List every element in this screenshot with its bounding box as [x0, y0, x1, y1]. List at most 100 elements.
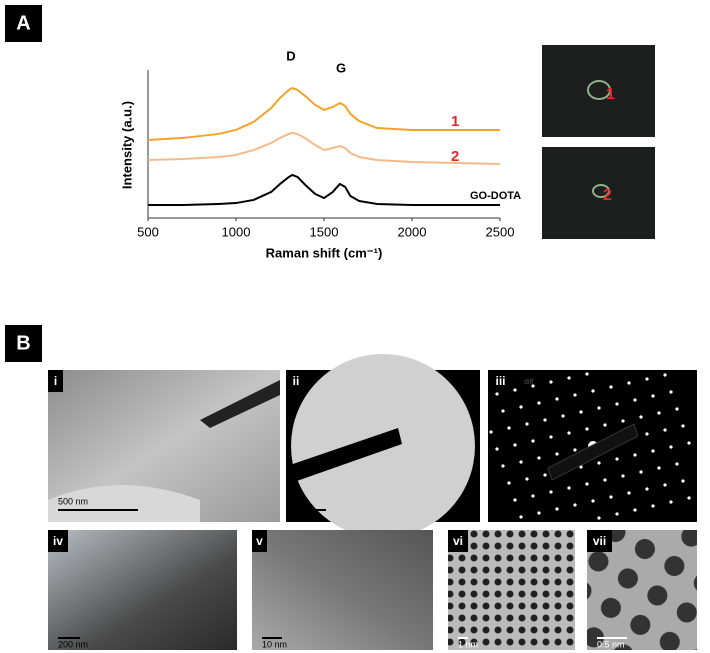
x-tick-label: 1000	[222, 224, 251, 239]
x-tick-label: 2500	[486, 224, 515, 239]
spot	[507, 481, 511, 485]
inset-image	[542, 45, 655, 137]
inset-image	[542, 147, 655, 239]
spot	[495, 392, 499, 396]
spectrum	[147, 132, 501, 165]
spot	[549, 435, 553, 439]
spot	[519, 405, 523, 409]
spot	[555, 507, 559, 511]
image-label: v	[256, 534, 263, 548]
spot	[645, 432, 649, 436]
image-label: i	[54, 374, 57, 388]
panel-label: B	[16, 332, 30, 354]
scale-label: 1 nm	[458, 639, 478, 649]
spectrum	[148, 173, 500, 206]
spot	[549, 490, 553, 494]
spot	[633, 508, 637, 512]
spot	[531, 384, 535, 388]
spot	[675, 407, 679, 411]
spot	[513, 443, 517, 447]
spot	[687, 496, 691, 500]
spot	[537, 456, 541, 460]
spot	[639, 470, 643, 474]
spot	[537, 401, 541, 405]
spot	[489, 430, 493, 434]
spot	[615, 402, 619, 406]
spot	[537, 511, 541, 515]
region	[48, 485, 200, 522]
spot	[501, 464, 505, 468]
hrtem-image	[448, 530, 575, 650]
spot	[615, 512, 619, 516]
series-label: 2	[451, 148, 459, 165]
spot	[669, 445, 673, 449]
spot	[591, 389, 595, 393]
spot	[531, 494, 535, 498]
flake	[587, 80, 611, 100]
spot	[513, 388, 517, 392]
spot	[495, 447, 499, 451]
x-tick-label: 1500	[310, 224, 339, 239]
image-label: vi	[453, 534, 463, 548]
spot	[561, 414, 565, 418]
spot	[501, 409, 505, 413]
spot	[585, 482, 589, 486]
spot	[531, 439, 535, 443]
label-box	[488, 370, 513, 392]
spot	[579, 465, 583, 469]
spot	[651, 504, 655, 508]
image-label: vii	[593, 534, 606, 548]
spot	[555, 452, 559, 456]
spot	[639, 415, 643, 419]
spot	[573, 448, 577, 452]
label-box	[252, 530, 267, 552]
inset-label: 1	[606, 86, 615, 103]
spot	[519, 460, 523, 464]
spot	[615, 457, 619, 461]
image-note: diff	[524, 379, 533, 386]
series-label: GO-DOTA	[470, 190, 521, 202]
spot	[657, 411, 661, 415]
spot	[519, 515, 523, 519]
label-box	[286, 370, 306, 392]
shadow	[200, 380, 280, 428]
spot	[657, 466, 661, 470]
spot	[663, 483, 667, 487]
spot	[681, 479, 685, 483]
inset-label: 2	[603, 187, 612, 204]
spot	[645, 487, 649, 491]
image-label: iv	[53, 534, 63, 548]
panel-label: A	[16, 12, 30, 34]
spot	[675, 462, 679, 466]
spot	[609, 495, 613, 499]
scale-label: 500 nm	[58, 496, 88, 506]
spot	[573, 393, 577, 397]
spot	[555, 397, 559, 401]
spot	[651, 394, 655, 398]
beam-stop	[290, 428, 402, 482]
spot	[585, 372, 589, 376]
panel-box	[5, 5, 42, 42]
spot	[681, 424, 685, 428]
y-axis-label: Intensity (a.u.)	[119, 101, 134, 189]
series-label: 1	[451, 113, 459, 130]
spot	[669, 500, 673, 504]
spot	[597, 461, 601, 465]
tem-image	[48, 530, 237, 650]
spot	[573, 503, 577, 507]
x-tick-label: 500	[137, 224, 159, 239]
spot	[585, 427, 589, 431]
spot	[645, 377, 649, 381]
spot	[591, 499, 595, 503]
raman-chart: 500 1000 1500 2000 2500 Raman shift (cm⁻¹) Int…	[119, 48, 521, 260]
spot	[663, 373, 667, 377]
label-box	[587, 530, 612, 552]
spot	[507, 426, 511, 430]
image-label: iii	[495, 374, 505, 388]
spot	[603, 478, 607, 482]
image-label: ii	[293, 374, 300, 388]
spot	[525, 422, 529, 426]
spot	[621, 419, 625, 423]
spot	[669, 390, 673, 394]
